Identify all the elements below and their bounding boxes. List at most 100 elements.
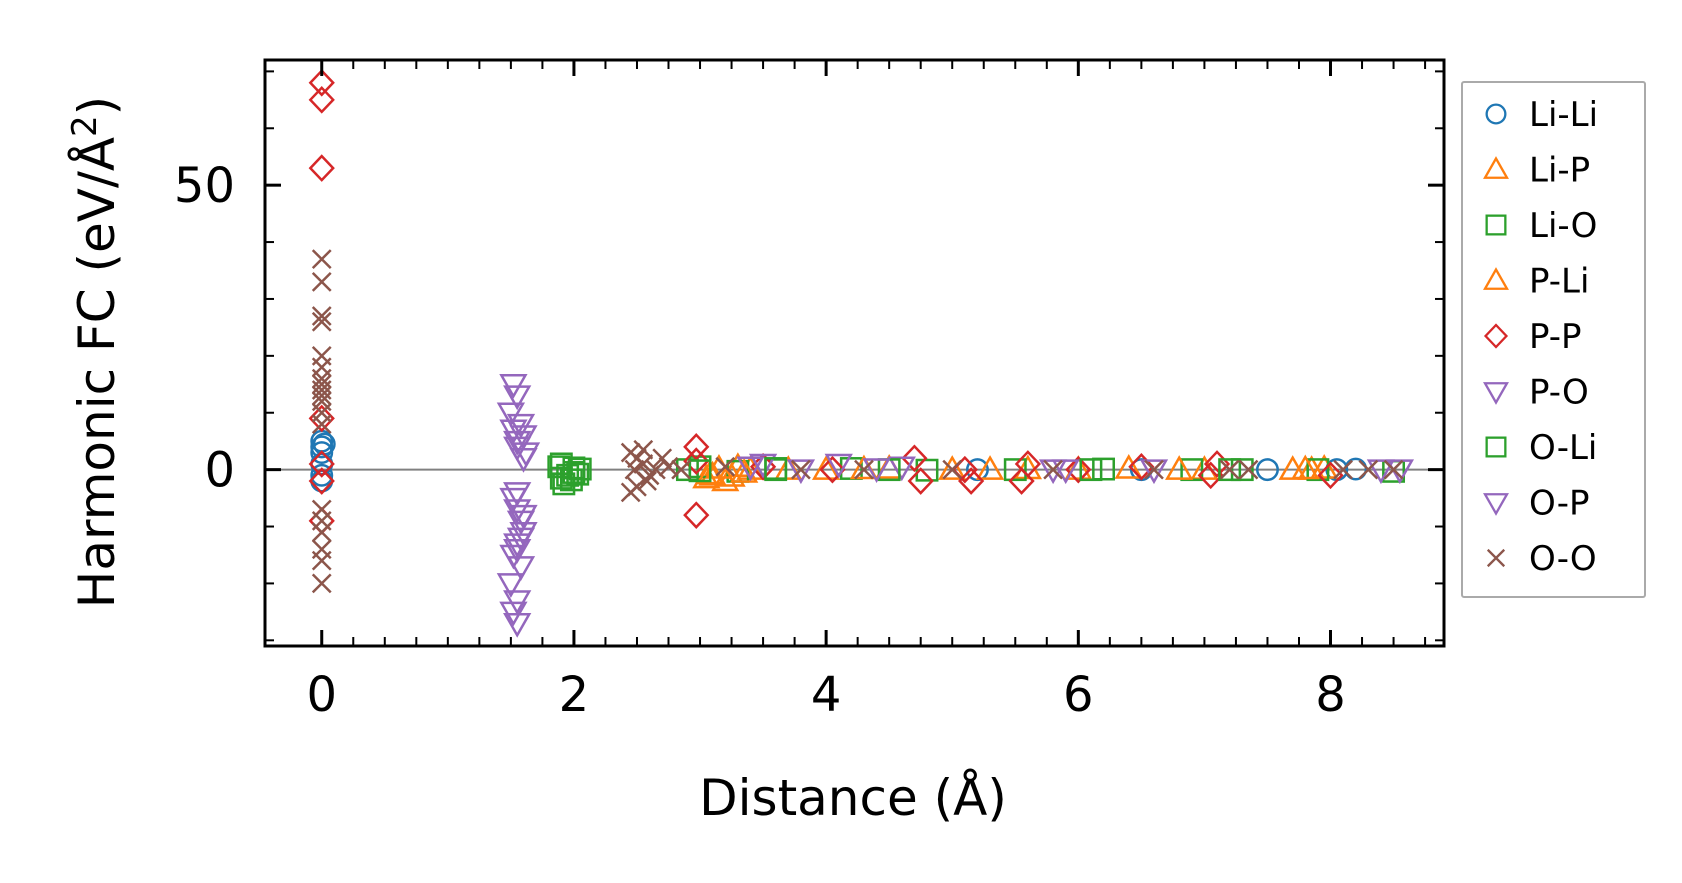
data-point [503,612,532,638]
data-point [811,455,841,480]
data-point [1358,459,1379,480]
data-point [1344,457,1368,481]
x-tick-label: 4 [811,667,842,723]
data-point [854,459,874,480]
data-point [311,414,332,435]
data-point [819,455,846,484]
data-point [938,455,967,480]
data-point [1003,458,1027,482]
data-point [503,482,532,507]
data-point [308,86,335,114]
data-point [308,68,335,97]
data-point [1238,459,1259,480]
data-point [637,471,657,491]
data-point [824,453,853,479]
legend-marker [1483,323,1509,349]
legend-label: P-P [1529,317,1582,357]
x-tick-label: 0 [306,667,337,723]
data-point [1139,459,1169,485]
data-point [311,385,332,406]
legend-marker [1485,103,1507,125]
y-tick-label: 0 [204,443,235,499]
data-point [1043,459,1063,480]
legend-marker [1485,214,1507,236]
data-point [1092,457,1115,481]
series-p-o [496,374,1396,638]
series-p-p [308,68,1344,535]
data-point [1310,453,1339,479]
x-tick-label: 6 [1063,667,1094,723]
axes-frame [263,58,1446,648]
data-point [736,456,765,482]
data-point [620,482,641,503]
data-point [887,456,916,482]
y-axis-title: Harmonic FC (eV/Å2) [65,96,126,608]
data-point [549,466,573,490]
y-tick-labels: 0 50 [174,158,235,498]
data-point [1230,458,1254,482]
legend-marker [1483,267,1509,290]
x-axis-title: Distance (Å) [699,769,1007,827]
data-point [503,430,532,456]
data-point [311,311,332,332]
data-point [1008,467,1035,495]
data-point [1256,458,1279,482]
data-point [901,444,928,473]
data-point [730,457,759,483]
data-point [1079,458,1103,482]
data-point [942,459,963,480]
data-point [562,461,586,484]
legend-label: Li-Li [1529,95,1598,135]
data-points [308,68,1415,638]
data-point [1291,454,1320,480]
data-point [509,448,538,473]
data-point [907,467,934,495]
data-point [652,448,673,469]
legend-label: O-Li [1529,428,1597,468]
legend-marker [1485,436,1507,458]
data-point [715,456,736,477]
legend-marker [1483,156,1509,179]
data-point [975,455,1005,480]
data-point [308,450,335,478]
legend-label: Li-P [1529,151,1590,191]
data-point [311,522,332,543]
data-point [764,457,788,480]
legend-marker [1483,493,1509,516]
data-point [310,441,334,465]
x-tick-label: 2 [559,667,590,723]
data-point [1219,459,1240,480]
data-point [311,550,332,571]
legend-marker [1486,548,1506,568]
data-point [1114,453,1143,479]
x-tick-label: 8 [1315,667,1346,723]
legend-label: P-O [1529,373,1589,413]
data-point [683,447,710,475]
data-point [506,556,536,581]
legend-label: Li-O [1529,206,1597,246]
data-point [1317,461,1344,490]
data-point [695,459,725,485]
data-point [1218,458,1242,482]
data-point [503,539,532,564]
data-point [786,459,816,485]
data-point [1190,455,1219,480]
data-point [1333,459,1354,480]
data-point [1065,455,1092,484]
data-point [633,439,654,460]
data-point [310,435,334,459]
data-point [1366,459,1396,485]
data-point [311,573,332,594]
data-point [646,459,666,480]
legend-label: O-P [1529,484,1589,524]
data-point [1306,458,1330,482]
x-tick-labels: 0 2 4 6 8 [306,667,1345,723]
data-point [503,385,532,411]
data-point [310,463,334,487]
data-point [683,433,710,461]
data-point [1051,459,1080,485]
data-point [1383,459,1404,480]
series-o-o [311,249,1404,594]
data-point [1014,450,1042,478]
